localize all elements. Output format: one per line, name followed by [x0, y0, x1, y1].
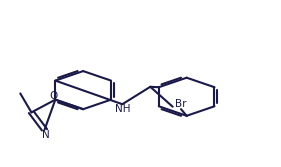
Text: O: O — [50, 91, 58, 101]
Text: N: N — [42, 130, 50, 140]
Text: Br: Br — [175, 99, 187, 109]
Text: NH: NH — [115, 104, 130, 114]
